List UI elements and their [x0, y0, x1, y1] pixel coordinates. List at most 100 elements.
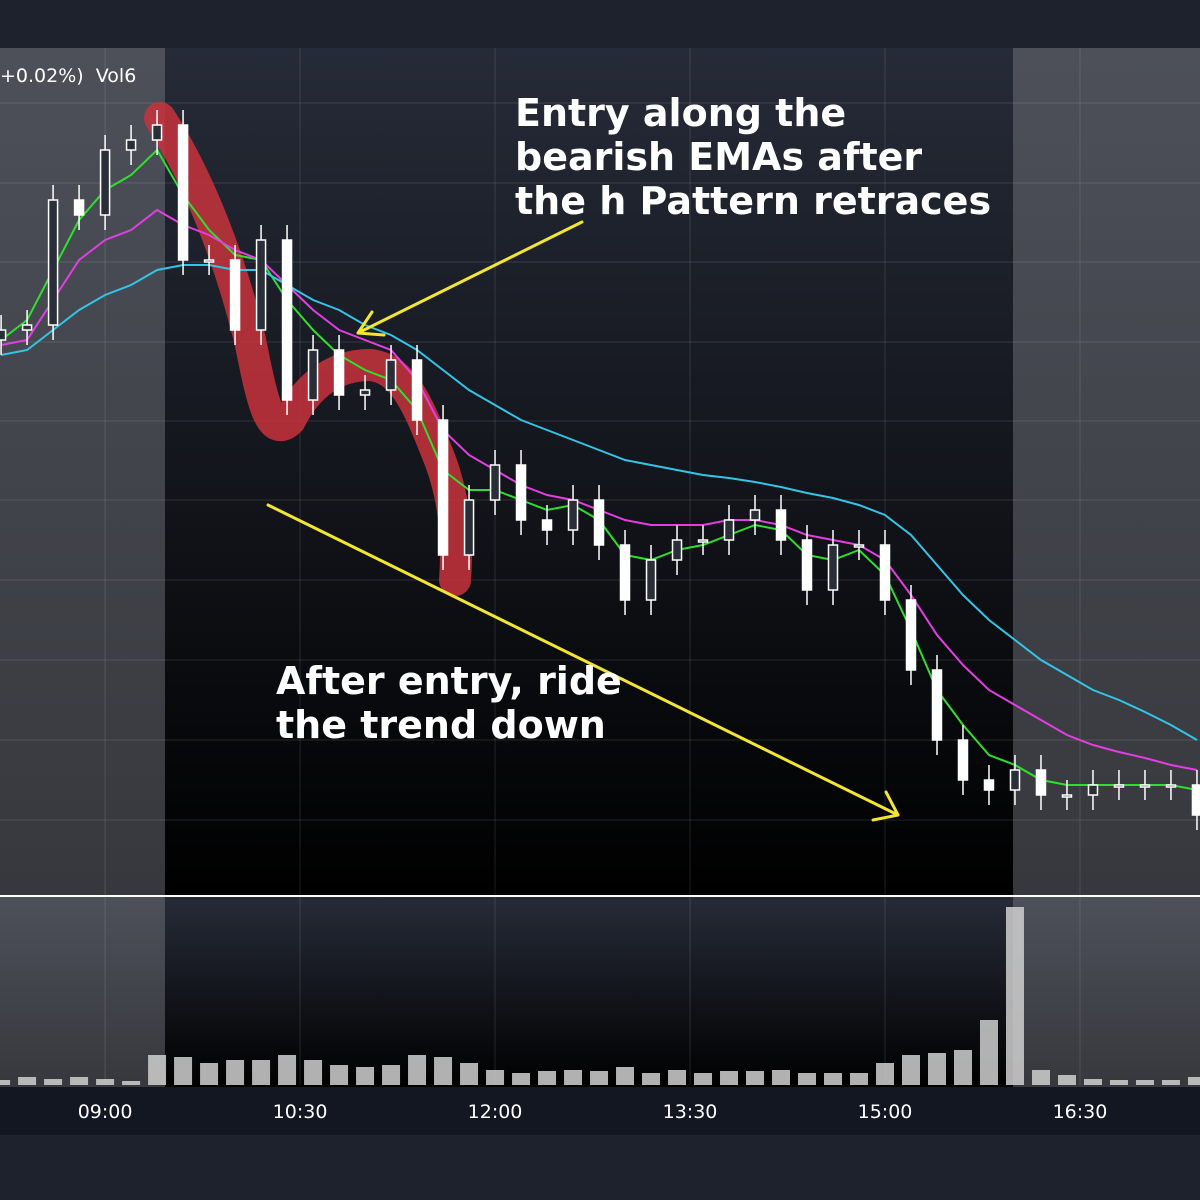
candle-body: [567, 499, 579, 531]
volume-bar: [278, 1055, 297, 1085]
volume-bar: [590, 1071, 609, 1085]
top-bar: [0, 0, 1200, 48]
candle-body: [853, 544, 865, 548]
candle-body: [775, 509, 787, 541]
volume-bar: [512, 1073, 531, 1085]
candles: [0, 110, 1200, 830]
candle-body: [645, 559, 657, 601]
ema-line: [0, 264, 1198, 741]
candle-body: [73, 199, 85, 216]
candle-body: [281, 239, 293, 401]
volume-bar: [1187, 1077, 1200, 1085]
volume-bar: [1161, 1080, 1180, 1085]
x-tick-label: 15:00: [858, 1101, 913, 1123]
candle-body: [489, 464, 501, 501]
volume-bar: [252, 1060, 271, 1085]
volume-bar: [746, 1071, 765, 1085]
candle-body: [307, 349, 319, 401]
volume-bar: [1057, 1075, 1076, 1085]
volume-bar: [798, 1073, 817, 1085]
x-ticks: 09:00 10:30 12:00 13:30 15:00 16:30: [78, 1101, 1108, 1123]
volume-bar: [875, 1063, 894, 1085]
volume-bar: [979, 1020, 998, 1085]
candle-body: [1113, 784, 1125, 788]
candle-body: [593, 499, 605, 546]
candle-body: [1087, 784, 1099, 796]
candle-body: [697, 539, 709, 543]
session-shade: [165, 897, 1013, 1087]
candle-body: [801, 539, 813, 591]
candle-body: [385, 359, 397, 391]
volume-bar: [564, 1070, 583, 1085]
candle-body: [1009, 769, 1021, 791]
volume-bar: [408, 1055, 427, 1085]
bottom-bar: [0, 1135, 1200, 1200]
volume-bar: [174, 1057, 193, 1085]
candle-body: [463, 499, 475, 556]
volume-bar: [668, 1070, 687, 1085]
candle-body: [0, 329, 7, 341]
candle-body: [359, 389, 371, 396]
h-grid: [0, 102, 1200, 821]
header-legend: +0.02%) Vol6: [0, 65, 136, 87]
volume-bar: [226, 1060, 245, 1085]
candle-body: [255, 239, 267, 331]
candle-body: [619, 544, 631, 601]
volume-bar: [824, 1073, 843, 1085]
volume-bar: [1031, 1070, 1050, 1085]
candle-body: [333, 349, 345, 396]
annotation: bearish EMAs after: [515, 135, 922, 179]
candle-body: [931, 669, 943, 741]
candle-body: [1139, 784, 1151, 788]
volume-bar: [434, 1057, 453, 1085]
candle-body: [1035, 769, 1047, 796]
volume-bars: [0, 907, 1200, 1085]
annotation: Entry along the: [515, 91, 846, 135]
volume-bar: [720, 1071, 739, 1085]
volume-bar: [0, 1080, 11, 1085]
volume-bar: [330, 1065, 349, 1085]
volume-bar: [642, 1073, 661, 1085]
volume-bar: [1083, 1079, 1102, 1085]
candle-body: [203, 259, 215, 263]
volume-bar: [616, 1067, 635, 1085]
arrows: [266, 220, 900, 822]
volume-bar: [122, 1081, 141, 1085]
candle-body: [177, 124, 189, 261]
candle-body: [749, 509, 761, 521]
candle-body: [1191, 784, 1200, 816]
candle-body: [515, 464, 527, 521]
candle-body: [437, 419, 449, 556]
x-tick-label: 16:30: [1053, 1101, 1108, 1123]
x-tick-label: 13:30: [663, 1101, 718, 1123]
candle-body: [671, 539, 683, 561]
annotation: the trend down: [276, 703, 606, 747]
volume-bar: [486, 1070, 505, 1085]
candle-body: [957, 739, 969, 781]
candle-body: [411, 359, 423, 421]
volume-bar: [148, 1055, 167, 1085]
volume-bar: [927, 1053, 946, 1085]
volume-bar: [460, 1063, 479, 1085]
candle-body: [879, 544, 891, 601]
volume-bar: [1135, 1080, 1154, 1085]
volume-bar: [356, 1067, 375, 1085]
volume-bar: [694, 1073, 713, 1085]
candle-body: [99, 149, 111, 216]
annotation: After entry, ride: [276, 659, 622, 703]
volume-bar: [96, 1079, 115, 1085]
volume-bar: [70, 1077, 89, 1085]
volume-bar: [382, 1065, 401, 1085]
candle-body: [125, 139, 137, 151]
candle-body: [21, 324, 33, 331]
annotation: the h Pattern retraces: [515, 179, 991, 223]
candle-body: [1165, 784, 1177, 788]
volume-bar: [1005, 907, 1024, 1085]
candle-body: [151, 124, 163, 141]
x-tick-label: 10:30: [273, 1101, 328, 1123]
x-tick-label: 12:00: [468, 1101, 523, 1123]
volume-bar: [538, 1071, 557, 1085]
candle-body: [1061, 794, 1073, 798]
candle-body: [47, 199, 59, 326]
